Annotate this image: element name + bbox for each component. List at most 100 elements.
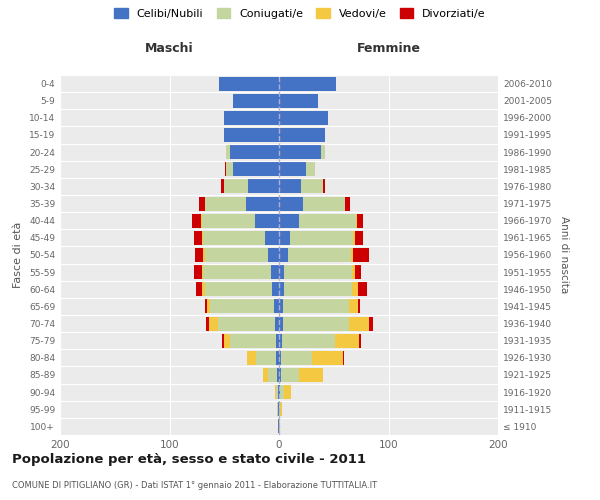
Bar [279,231,290,245]
Bar [343,351,344,365]
Text: Maschi: Maschi [145,42,194,55]
Bar [279,402,280,416]
Bar [357,214,364,228]
Bar [352,265,355,279]
Bar [209,316,218,330]
Bar [276,385,278,399]
Bar [279,214,299,228]
Bar [230,334,276,347]
Bar [276,351,279,365]
Bar [301,180,323,194]
Bar [230,145,279,159]
Bar [233,94,279,108]
Bar [194,265,202,279]
Bar [224,334,230,347]
Bar [199,196,205,210]
Bar [202,282,205,296]
Bar [205,248,268,262]
Bar [279,420,280,434]
Bar [221,180,224,194]
Bar [279,334,282,347]
Bar [210,300,274,314]
Bar [222,334,224,347]
Bar [320,145,325,159]
Bar [281,368,299,382]
Bar [299,214,356,228]
Bar [265,231,279,245]
Bar [263,368,268,382]
Bar [278,420,279,434]
Text: COMUNE DI PITIGLIANO (GR) - Dati ISTAT 1° gennaio 2011 - Elaborazione TUTTITALIA: COMUNE DI PITIGLIANO (GR) - Dati ISTAT 1… [12,480,377,490]
Bar [256,351,276,365]
Bar [279,196,303,210]
Bar [299,368,323,382]
Bar [353,231,355,245]
Bar [203,265,271,279]
Bar [279,248,288,262]
Bar [275,385,276,399]
Bar [224,128,279,142]
Bar [282,334,335,347]
Bar [202,231,203,245]
Bar [279,282,284,296]
Bar [274,300,279,314]
Bar [196,282,202,296]
Bar [226,145,230,159]
Bar [284,265,352,279]
Bar [255,214,279,228]
Bar [268,368,277,382]
Bar [279,111,328,125]
Bar [312,351,343,365]
Bar [283,300,349,314]
Bar [203,231,265,245]
Bar [277,402,278,416]
Bar [279,145,320,159]
Bar [335,334,359,347]
Bar [281,351,312,365]
Bar [224,180,248,194]
Y-axis label: Anni di nascita: Anni di nascita [559,216,569,294]
Bar [284,385,291,399]
Bar [351,248,353,262]
Bar [307,162,315,176]
Bar [275,316,279,330]
Bar [194,231,202,245]
Bar [205,282,272,296]
Bar [219,76,279,90]
Bar [279,300,283,314]
Bar [359,334,361,347]
Legend: Celibi/Nubili, Coniugati/e, Vedovi/e, Divorziati/e: Celibi/Nubili, Coniugati/e, Vedovi/e, Di… [115,8,485,19]
Bar [206,316,209,330]
Y-axis label: Fasce di età: Fasce di età [13,222,23,288]
Bar [352,282,358,296]
Bar [279,368,281,382]
Bar [279,94,319,108]
Bar [277,368,279,382]
Bar [246,196,279,210]
Bar [280,385,284,399]
Bar [268,248,279,262]
Bar [279,162,307,176]
Bar [345,196,350,210]
Bar [349,316,369,330]
Bar [353,248,369,262]
Bar [358,282,367,296]
Bar [323,180,325,194]
Bar [247,351,256,365]
Bar [233,162,279,176]
Bar [355,231,364,245]
Bar [193,214,201,228]
Bar [278,385,279,399]
Bar [279,316,283,330]
Bar [288,248,351,262]
Bar [279,385,280,399]
Bar [279,76,336,90]
Bar [369,316,373,330]
Bar [201,214,202,228]
Bar [279,265,284,279]
Bar [349,300,358,314]
Bar [355,265,361,279]
Bar [280,402,282,416]
Bar [290,231,353,245]
Bar [205,300,207,314]
